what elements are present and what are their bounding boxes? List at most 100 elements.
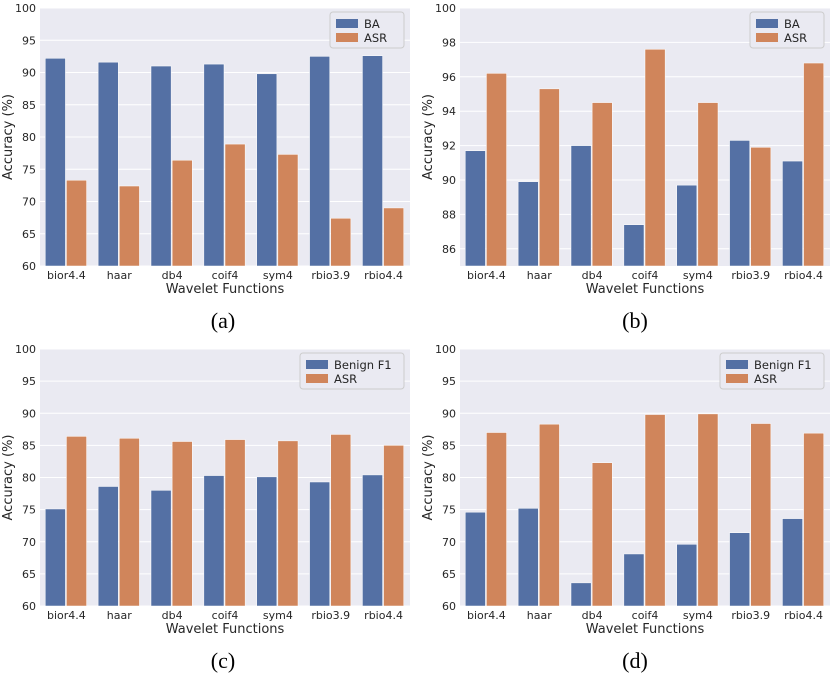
legend-swatch-asr [306, 374, 328, 383]
chart-panel-b: 86 88 90 92 94 96 98 100 bior4.4 haar db4 coif4 sym4… [421, 2, 830, 333]
bar-ba-coif4 [203, 63, 225, 267]
legend-swatch-benign-f1 [726, 360, 748, 369]
bar-asr-coif4 [644, 49, 666, 267]
panel-caption: (d) [622, 648, 648, 673]
bar-benign-f1-coif4 [203, 475, 225, 607]
panel-caption: (c) [211, 648, 235, 673]
x-axis-label: Wavelet Functions [586, 622, 705, 637]
x-tick-label: bior4.4 [467, 609, 506, 622]
bar-ba-sym4 [256, 73, 278, 267]
y-tick-label: 95 [22, 34, 36, 47]
chart-panel-c: 60 65 70 75 80 85 90 95 100 bior4.4 haar db4 coif4 sy… [1, 343, 410, 673]
bar-asr-sym4 [697, 102, 719, 267]
bar-ba-sym4 [676, 184, 698, 267]
y-axis-label: Accuracy (%) [421, 435, 436, 521]
bar-benign-f1-sym4 [676, 544, 698, 607]
x-tick-label: haar [527, 609, 552, 622]
bar-benign-f1-rbio3.9 [729, 532, 750, 607]
x-tick-label: coif4 [212, 269, 239, 282]
x-tick-label: rbio4.4 [364, 609, 403, 622]
y-tick-label: 96 [442, 71, 456, 84]
bar-asr-haar [119, 438, 140, 607]
bar-asr-rbio3.9 [330, 218, 352, 267]
x-tick-label: rbio3.9 [731, 609, 770, 622]
bar-asr-coif4 [224, 143, 246, 267]
bar-asr-coif4 [644, 414, 666, 607]
y-tick-label: 86 [442, 243, 456, 256]
bar-asr-db4 [591, 462, 613, 607]
x-tick-label: bior4.4 [47, 609, 86, 622]
x-tick-label: rbio4.4 [784, 609, 823, 622]
bar-asr-sym4 [277, 440, 299, 607]
x-tick-label: coif4 [212, 609, 239, 622]
bar-asr-haar [539, 88, 560, 267]
x-tick-label: db4 [162, 609, 183, 622]
bar-asr-rbio4.4 [383, 207, 404, 267]
y-tick-label: 88 [442, 208, 456, 221]
bar-asr-rbio3.9 [330, 434, 352, 607]
legend-label-asr: ASR [364, 31, 387, 45]
y-axis-label: Accuracy (%) [421, 94, 436, 180]
panel-caption: (a) [211, 308, 235, 333]
y-tick-label: 90 [442, 174, 456, 187]
chart-panel-a: 60 65 70 75 80 85 90 95 100 bior4.4 haar db4 coif4 sy… [1, 2, 410, 333]
bar-asr-db4 [171, 441, 193, 607]
y-tick-label: 85 [22, 439, 36, 452]
bar-asr-bior4.4 [486, 73, 507, 267]
bar-asr-db4 [171, 159, 193, 267]
bar-benign-f1-bior4.4 [465, 511, 486, 607]
y-tick-label: 70 [22, 536, 36, 549]
y-tick-label: 100 [15, 2, 36, 15]
bar-benign-f1-rbio4.4 [782, 518, 803, 607]
x-tick-label: db4 [162, 269, 183, 282]
bar-asr-rbio4.4 [803, 62, 824, 267]
chart-panel-d: 60 65 70 75 80 85 90 95 100 bior4.4 haar db4 coif4 sy… [421, 343, 830, 673]
bar-asr-rbio4.4 [803, 432, 824, 607]
y-tick-label: 92 [442, 140, 456, 153]
legend-swatch-benign-f1 [306, 360, 328, 369]
legend-swatch-asr [756, 33, 778, 42]
bar-ba-rbio4.4 [782, 160, 803, 267]
x-tick-label: rbio3.9 [311, 269, 350, 282]
bar-asr-db4 [591, 102, 613, 267]
bar-ba-rbio4.4 [362, 55, 383, 267]
legend-swatch-ba [756, 19, 778, 28]
bar-asr-rbio4.4 [383, 445, 404, 607]
bar-ba-haar [97, 61, 119, 267]
bar-asr-haar [539, 423, 560, 607]
x-axis-label: Wavelet Functions [586, 282, 705, 297]
y-tick-label: 85 [22, 99, 36, 112]
y-tick-label: 60 [22, 260, 36, 273]
x-tick-label: bior4.4 [47, 269, 86, 282]
x-tick-label: sym4 [263, 609, 293, 622]
x-axis-label: Wavelet Functions [166, 282, 285, 297]
legend-label-benign-f1: Benign F1 [334, 358, 392, 372]
y-tick-label: 95 [442, 375, 456, 388]
y-tick-label: 65 [22, 568, 36, 581]
y-tick-label: 85 [442, 439, 456, 452]
bar-ba-haar [517, 181, 539, 267]
bar-asr-bior4.4 [66, 179, 87, 267]
bar-asr-coif4 [224, 439, 246, 607]
x-tick-label: sym4 [263, 269, 293, 282]
y-axis-label: Accuracy (%) [1, 94, 16, 180]
y-tick-label: 80 [22, 131, 36, 144]
y-tick-label: 60 [442, 600, 456, 613]
panel-caption: (b) [622, 308, 648, 333]
x-tick-label: coif4 [632, 609, 659, 622]
y-tick-label: 65 [22, 228, 36, 241]
y-tick-label: 70 [22, 196, 36, 209]
x-tick-label: sym4 [683, 269, 713, 282]
y-tick-label: 100 [435, 343, 456, 356]
legend-label-ba: BA [784, 17, 800, 31]
bar-benign-f1-sym4 [256, 476, 278, 607]
bar-benign-f1-rbio4.4 [362, 474, 383, 607]
y-tick-label: 100 [15, 343, 36, 356]
bar-asr-bior4.4 [486, 432, 507, 607]
bar-ba-coif4 [623, 224, 645, 267]
bar-ba-bior4.4 [465, 150, 486, 267]
